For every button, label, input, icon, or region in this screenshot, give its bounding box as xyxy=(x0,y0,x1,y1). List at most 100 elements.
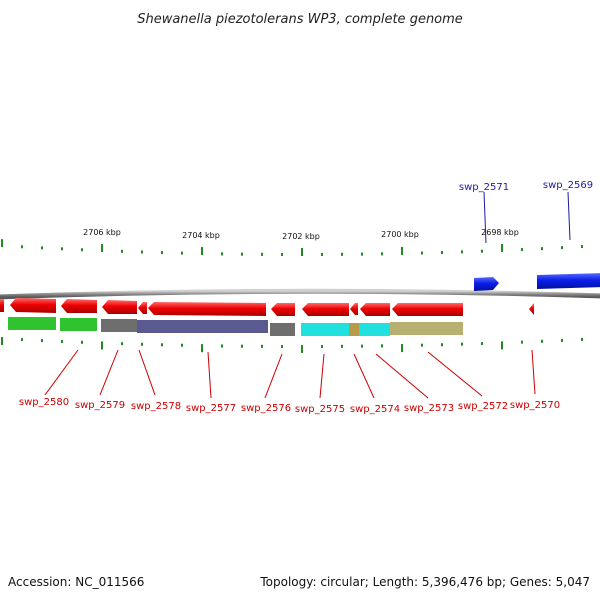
inner-tick-minor xyxy=(261,344,263,348)
leader-swp_2573 xyxy=(375,353,429,399)
inner-tick-minor xyxy=(561,338,563,342)
gene-arrow-fragment-mid xyxy=(138,302,147,314)
leader-swp_2580 xyxy=(44,349,79,396)
outer-tick-minor xyxy=(561,246,563,250)
inner-tick-major xyxy=(201,344,203,353)
outer-tick-minor xyxy=(61,247,63,251)
inner-tick-minor xyxy=(161,343,163,347)
tick-marks-outer xyxy=(1,239,583,256)
outer-tick-major xyxy=(201,247,203,256)
outer-tick-minor xyxy=(521,248,523,252)
outer-tick-minor xyxy=(261,252,263,256)
inner-tick-minor xyxy=(461,342,463,346)
outer-tick-minor xyxy=(421,251,423,255)
outer-tick-minor xyxy=(461,250,463,254)
gene-label-swp_2573[interactable]: swp_2573 xyxy=(404,403,454,414)
gene-arrow-swp_2577[interactable] xyxy=(148,302,266,316)
genome-backbone xyxy=(0,288,600,300)
gene-label-swp_2580[interactable]: swp_2580 xyxy=(19,397,69,408)
genome-title: Shewanella piezotolerans WP3, complete g… xyxy=(137,12,463,27)
leader-swp_2571 xyxy=(483,191,487,244)
gene-label-swp_2572[interactable]: swp_2572 xyxy=(458,401,508,412)
outer-tick-minor xyxy=(21,245,23,249)
leader-swp_2574 xyxy=(353,353,375,399)
leader-swp_2575 xyxy=(319,353,325,399)
outer-tick-minor xyxy=(581,245,583,249)
inner-tick-minor xyxy=(521,340,523,344)
inner-tick-minor xyxy=(421,343,423,347)
cog-block-swp_2577 xyxy=(137,320,268,333)
outer-tick-minor xyxy=(141,250,143,254)
outer-tick-minor xyxy=(161,251,163,255)
tick-label-2704: 2704 kbp xyxy=(182,231,220,240)
inner-tick-minor xyxy=(581,337,583,341)
outer-tick-minor xyxy=(541,247,543,251)
gene-label-swp_2571[interactable]: swp_2571 xyxy=(459,182,509,193)
gene-label-swp_2574[interactable]: swp_2574 xyxy=(350,404,400,415)
gene-arrow-swp_2573[interactable] xyxy=(360,303,390,316)
inner-tick-major xyxy=(301,344,303,353)
gene-arrow-swp_2580[interactable] xyxy=(10,298,56,313)
outer-tick-minor xyxy=(181,251,183,255)
gene-arrow-swp_2569[interactable] xyxy=(537,273,600,289)
genome-summary-text: Topology: circular; Length: 5,396,476 bp… xyxy=(259,575,590,589)
cog-block-swp_2580 xyxy=(8,317,56,330)
outer-tick-major xyxy=(1,239,3,248)
cog-block-swp_2578 xyxy=(101,319,137,332)
gene-arrow-swp_2578[interactable] xyxy=(102,300,137,314)
inner-tick-major xyxy=(501,341,503,350)
gene-label-swp_2577[interactable]: swp_2577 xyxy=(186,403,236,414)
outer-tick-major xyxy=(301,247,303,256)
inner-tick-minor xyxy=(281,344,283,348)
gene-arrow-swp_2571[interactable] xyxy=(474,277,499,291)
gene-label-swp_2579[interactable]: swp_2579 xyxy=(75,400,125,411)
outer-tick-minor xyxy=(241,252,243,256)
outer-tick-minor xyxy=(121,249,123,253)
outer-tick-minor xyxy=(381,252,383,256)
gene-arrow-swp_2579[interactable] xyxy=(61,299,97,313)
tick-label-2702: 2702 kbp xyxy=(282,232,320,241)
tick-label-2698: 2698 kbp xyxy=(481,228,519,237)
outer-tick-major xyxy=(501,243,503,252)
gene-arrow-swp_2572[interactable] xyxy=(392,303,463,316)
inner-tick-major xyxy=(401,344,403,353)
leader-swp_2569 xyxy=(567,191,571,241)
gene-label-swp_2575[interactable]: swp_2575 xyxy=(295,404,345,415)
inner-tick-minor xyxy=(381,344,383,348)
gene-label-leaders xyxy=(44,191,571,399)
gene-label-swp_2569[interactable]: swp_2569 xyxy=(543,180,593,191)
inner-tick-minor xyxy=(121,342,123,346)
outer-tick-minor xyxy=(361,252,363,256)
tick-label-2700: 2700 kbp xyxy=(381,230,419,239)
gene-arrow-swp_2570[interactable] xyxy=(529,303,534,315)
inner-tick-minor xyxy=(61,339,63,343)
cog-block-swp_2573 xyxy=(359,323,390,336)
inner-tick-minor xyxy=(541,339,543,343)
gene-label-swp_2576[interactable]: swp_2576 xyxy=(241,403,291,414)
gene-arrow-swp_2574[interactable] xyxy=(350,303,358,315)
inner-tick-minor xyxy=(361,344,363,348)
inner-tick-minor xyxy=(241,344,243,348)
inner-tick-minor xyxy=(41,339,43,343)
inner-tick-minor xyxy=(181,343,183,347)
cog-block-swp_2572 xyxy=(390,322,463,335)
gene-arrow-swp_2576[interactable] xyxy=(271,303,295,316)
accession-text: Accession: NC_011566 xyxy=(8,575,144,589)
inner-tick-minor xyxy=(81,340,83,344)
outer-tick-major xyxy=(401,246,403,255)
gene-label-swp_2578[interactable]: swp_2578 xyxy=(131,401,181,412)
cog-block-swp_2574 xyxy=(349,323,359,336)
outer-tick-minor xyxy=(41,246,43,250)
leader-swp_2572 xyxy=(427,351,483,397)
leader-swp_2578 xyxy=(138,349,156,396)
outer-tick-minor xyxy=(441,250,443,254)
leader-swp_2570 xyxy=(531,349,536,395)
gene-arrow-swp_2575[interactable] xyxy=(302,303,349,316)
leader-swp_2577 xyxy=(207,351,212,399)
gene-label-swp_2570[interactable]: swp_2570 xyxy=(510,400,560,411)
outer-tick-minor xyxy=(341,252,343,256)
inner-tick-major xyxy=(101,341,103,350)
leader-swp_2576 xyxy=(264,353,283,399)
leader-swp_2579 xyxy=(99,349,119,396)
cog-block-swp_2575 xyxy=(301,323,349,336)
